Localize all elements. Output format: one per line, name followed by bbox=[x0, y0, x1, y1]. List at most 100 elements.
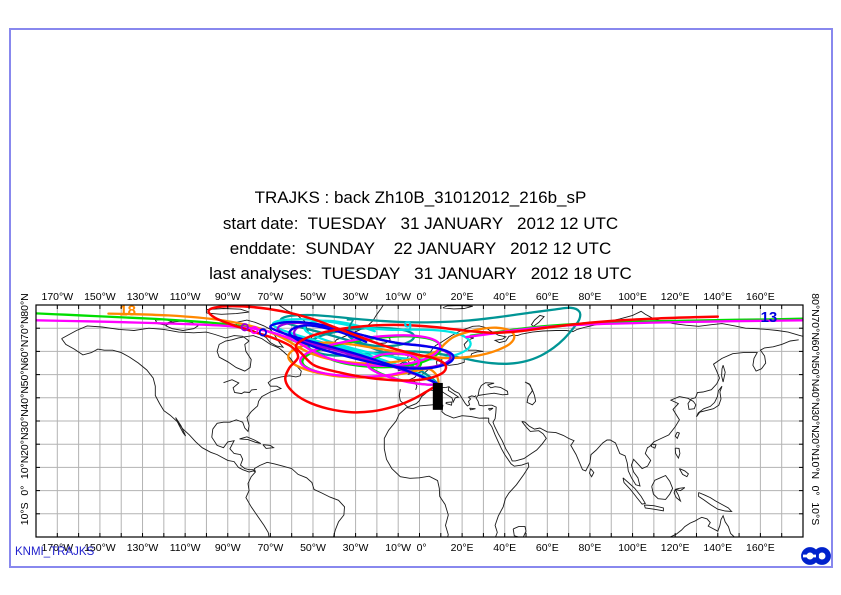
lon-label-top: 130°W bbox=[127, 291, 159, 303]
end-date-line: enddate: SUNDAY 22 JANUARY 2012 12 UTC bbox=[229, 239, 612, 258]
lon-label-top: 120°E bbox=[661, 291, 690, 303]
lon-label-bottom: 30°W bbox=[343, 542, 369, 554]
lat-label-left: 30°N bbox=[19, 409, 31, 432]
coastline bbox=[477, 382, 509, 396]
coastline bbox=[438, 386, 460, 404]
lat-label-right: 0° bbox=[809, 486, 821, 496]
lat-label-left: 20°N bbox=[19, 432, 31, 455]
coastline bbox=[530, 314, 545, 327]
axis-labels: 170°W 170°W 150°W 150°W 130°W 130°W 110°W 110°W… bbox=[19, 291, 821, 554]
coastline bbox=[448, 386, 477, 407]
coastline bbox=[487, 407, 494, 411]
ecmwf-ec-logo-icon bbox=[801, 547, 831, 565]
lon-label-bottom: 10°W bbox=[385, 542, 411, 554]
lat-label-left: 10°N bbox=[19, 456, 31, 479]
start-date-line: start date: TUESDAY 31 JANUARY 2012 12 U… bbox=[222, 214, 619, 233]
lat-label-right: 10°N bbox=[809, 456, 821, 479]
coastline bbox=[524, 381, 537, 406]
lon-label-bottom: 80°E bbox=[578, 542, 601, 554]
lon-label-bottom: 40°E bbox=[493, 542, 516, 554]
trajectory-end-marker bbox=[250, 325, 259, 335]
trajectory-magenta bbox=[36, 319, 442, 386]
lon-label-bottom: 130°W bbox=[127, 542, 159, 554]
trajectory-number-label: 13 bbox=[761, 309, 778, 326]
axis-ticks bbox=[36, 305, 803, 537]
lon-label-top: 150°W bbox=[84, 291, 116, 303]
lon-label-top: 20°E bbox=[451, 291, 474, 303]
lon-label-bottom: 170°W bbox=[41, 542, 73, 554]
lon-label-top: 160°E bbox=[746, 291, 775, 303]
trajectory-red bbox=[207, 305, 720, 414]
lat-label-right: 10°S bbox=[809, 502, 821, 525]
trajectories bbox=[36, 305, 803, 414]
lon-label-top: 100°E bbox=[618, 291, 647, 303]
coastline bbox=[406, 403, 530, 537]
lon-label-top: 10°W bbox=[385, 291, 411, 303]
coastline bbox=[696, 385, 723, 418]
lon-label-bottom: 20°E bbox=[451, 542, 474, 554]
last-analyses-line: last analyses: TUESDAY 31 JANUARY 2012 1… bbox=[209, 264, 632, 283]
trajectory-end-marker bbox=[240, 323, 249, 332]
lon-label-top: 30°W bbox=[343, 291, 369, 303]
coastline bbox=[589, 468, 595, 478]
lon-label-bottom: 110°W bbox=[170, 542, 201, 554]
coastline bbox=[651, 474, 674, 500]
coastline bbox=[262, 444, 275, 449]
lat-label-right: 60°N bbox=[809, 340, 821, 363]
lat-label-right: 30°N bbox=[809, 409, 821, 432]
credit-text: KNMI_TRAJKS bbox=[15, 546, 95, 558]
coastline bbox=[61, 325, 250, 342]
lon-label-top: 80°E bbox=[578, 291, 601, 303]
lon-label-top: 70°W bbox=[257, 291, 283, 303]
coastline bbox=[211, 335, 302, 473]
trajectory-labels: 18 13 7 9 bbox=[119, 303, 777, 335]
lat-label-left: 0° bbox=[19, 486, 31, 496]
coastline bbox=[429, 325, 578, 356]
lon-label-top: 170°W bbox=[41, 291, 73, 303]
lat-label-left: 40°N bbox=[19, 386, 31, 409]
lon-label-top: 40°E bbox=[493, 291, 516, 303]
lon-label-bottom: 160°E bbox=[746, 542, 775, 554]
trajectory-number-label: 18 bbox=[119, 303, 136, 320]
plot-title: TRAJKS : back Zh10B_31012012_216b_sP bbox=[254, 188, 587, 207]
coastline bbox=[445, 401, 453, 406]
coastline bbox=[622, 477, 647, 505]
coastline bbox=[721, 365, 726, 383]
lat-label-right: 80°N bbox=[809, 293, 821, 316]
trajectory-cyan bbox=[271, 318, 472, 386]
lat-label-left: 10°S bbox=[19, 502, 31, 525]
coastline bbox=[679, 468, 689, 478]
trajectory-number-label: 9 bbox=[404, 318, 412, 335]
lon-label-top: 110°W bbox=[170, 291, 201, 303]
trajectory-number-label: 7 bbox=[346, 316, 354, 333]
coastline bbox=[398, 387, 439, 408]
coastline bbox=[698, 492, 733, 513]
coastline bbox=[662, 514, 736, 537]
coastline bbox=[442, 305, 473, 310]
lon-label-bottom: 70°W bbox=[257, 542, 283, 554]
coastline bbox=[521, 339, 799, 487]
lat-label-right: 50°N bbox=[809, 363, 821, 386]
lon-label-bottom: 60°E bbox=[536, 542, 559, 554]
lat-label-left: 60°N bbox=[19, 340, 31, 363]
coastline bbox=[674, 447, 681, 460]
coastline bbox=[674, 431, 680, 440]
lon-label-top: 90°W bbox=[215, 291, 241, 303]
station-marker bbox=[432, 382, 443, 410]
grid-lines bbox=[36, 305, 803, 537]
lon-label-top: 50°W bbox=[300, 291, 326, 303]
lat-label-right: 70°N bbox=[809, 316, 821, 339]
trajectory-blue bbox=[269, 320, 455, 386]
coastline bbox=[469, 407, 476, 411]
lat-label-right: 20°N bbox=[809, 432, 821, 455]
lon-label-bottom: 120°E bbox=[661, 542, 690, 554]
lon-label-bottom: 90°W bbox=[215, 542, 241, 554]
coastline bbox=[383, 407, 449, 537]
coastline bbox=[175, 417, 187, 437]
outer-frame bbox=[9, 28, 833, 568]
coastline bbox=[673, 487, 686, 503]
lon-label-bottom: 0° bbox=[417, 542, 427, 554]
coastline bbox=[512, 526, 527, 537]
